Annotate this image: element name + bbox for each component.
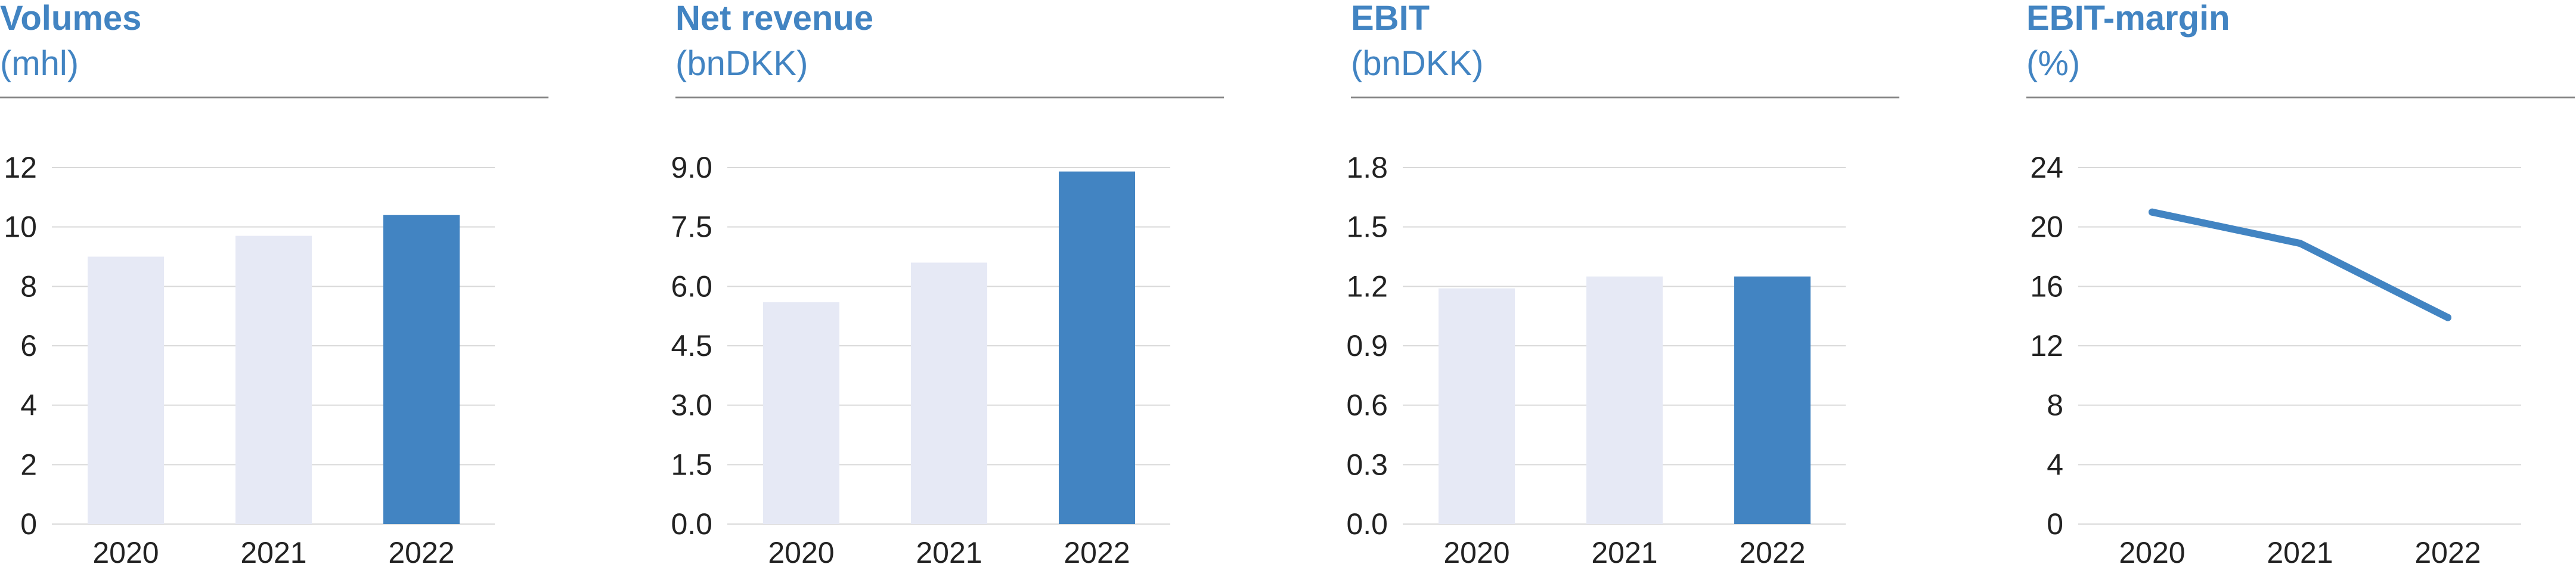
y-tick-label: 6 [20, 329, 37, 362]
y-tick-label: 12 [2030, 329, 2063, 362]
bar-2020 [88, 256, 164, 524]
x-tick-label: 2022 [388, 536, 454, 564]
chart-panel-ebit-margin: EBIT-margin (%) 0 4 8 12 16 20 24 2020 2021 2022 [2026, 0, 2575, 564]
bar-2022 [1059, 171, 1135, 525]
y-tick-label: 10 [4, 210, 37, 244]
y-tick-label: 2 [20, 448, 37, 481]
y-tick-label: 4.5 [671, 329, 712, 362]
bar-2020 [1439, 288, 1515, 524]
y-tick-label: 6.0 [671, 269, 712, 303]
chart-title: Net revenue [675, 0, 874, 38]
bar-2022 [1734, 276, 1811, 524]
x-tick-label: 2020 [2119, 536, 2185, 564]
net-revenue-chart: 0.0 1.5 3.0 4.5 6.0 7.5 9.0 2020 2021 2022 [671, 151, 1170, 564]
y-tick-label: 0.0 [671, 507, 712, 541]
data-point-2021 [2296, 240, 2304, 247]
chart-unit: (mhl) [0, 44, 79, 83]
x-tick-label: 2022 [2414, 536, 2481, 564]
chart-panel-volumes: Volumes (mhl) 0 2 4 6 8 10 12 2020 2021 2022 [0, 0, 548, 564]
y-tick-label: 12 [4, 151, 37, 184]
chart-title: EBIT-margin [2026, 0, 2230, 38]
x-tick-label: 2021 [240, 536, 306, 564]
bar-2021 [911, 262, 987, 524]
chart-panel-net-revenue: Net revenue (bnDKK) 0.0 1.5 3.0 4.5 6.0 7.5 9.… [671, 0, 1224, 564]
x-tick-label: 2020 [92, 536, 159, 564]
y-tick-label: 0.0 [1346, 507, 1388, 541]
y-tick-label: 0 [20, 507, 37, 541]
volumes-chart: 0 2 4 6 8 10 12 2020 2021 2022 [4, 151, 495, 564]
data-point-2020 [2149, 208, 2156, 216]
chart-title: Volumes [0, 0, 142, 38]
y-tick-label: 9.0 [671, 151, 712, 184]
series-line [2149, 208, 2451, 321]
y-tick-label: 1.2 [1346, 269, 1388, 303]
ebit-margin-chart: 0 4 8 12 16 20 24 2020 2021 2022 [2030, 151, 2521, 564]
x-tick-label: 2021 [916, 536, 982, 564]
x-tick-label: 2021 [2267, 536, 2333, 564]
chart-unit: (%) [2026, 44, 2081, 83]
bar-2021 [1586, 276, 1663, 524]
chart-panel-ebit: EBIT (bnDKK) 0.0 0.3 0.6 0.9 1.2 1.5 1.8 2020 20… [1346, 0, 1899, 564]
bar-2020 [763, 302, 839, 524]
y-tick-label: 8 [2047, 389, 2063, 422]
y-tick-label: 16 [2030, 269, 2063, 303]
x-tick-label: 2021 [1591, 536, 1657, 564]
chart-unit: (bnDKK) [675, 44, 808, 83]
chart-title: EBIT [1351, 0, 1430, 38]
title-divider [0, 97, 548, 98]
y-tick-label: 1.5 [1346, 210, 1388, 244]
x-tick-label: 2020 [1443, 536, 1509, 564]
title-divider [2026, 97, 2575, 98]
x-tick-label: 2020 [768, 536, 834, 564]
y-tick-label: 4 [2047, 448, 2063, 481]
y-tick-label: 20 [2030, 210, 2063, 244]
y-tick-label: 0.6 [1346, 389, 1388, 422]
y-tick-label: 7.5 [671, 210, 712, 244]
x-tick-label: 2022 [1739, 536, 1805, 564]
ebit-chart: 0.0 0.3 0.6 0.9 1.2 1.5 1.8 2020 2021 2022 [1346, 151, 1846, 564]
y-tick-label: 24 [2030, 151, 2063, 184]
y-tick-label: 0 [2047, 507, 2063, 541]
chart-unit: (bnDKK) [1351, 44, 1484, 83]
title-divider [1351, 97, 1899, 98]
y-tick-label: 1.5 [671, 448, 712, 481]
bar-2022 [383, 215, 460, 524]
bar-2021 [235, 235, 312, 524]
title-divider [675, 97, 1224, 98]
x-tick-label: 2022 [1064, 536, 1130, 564]
y-tick-label: 0.9 [1346, 329, 1388, 362]
y-tick-label: 0.3 [1346, 448, 1388, 481]
y-tick-label: 8 [20, 269, 37, 303]
y-tick-label: 3.0 [671, 389, 712, 422]
y-tick-label: 1.8 [1346, 151, 1388, 184]
data-point-2022 [2444, 314, 2451, 321]
y-tick-label: 4 [20, 389, 37, 422]
